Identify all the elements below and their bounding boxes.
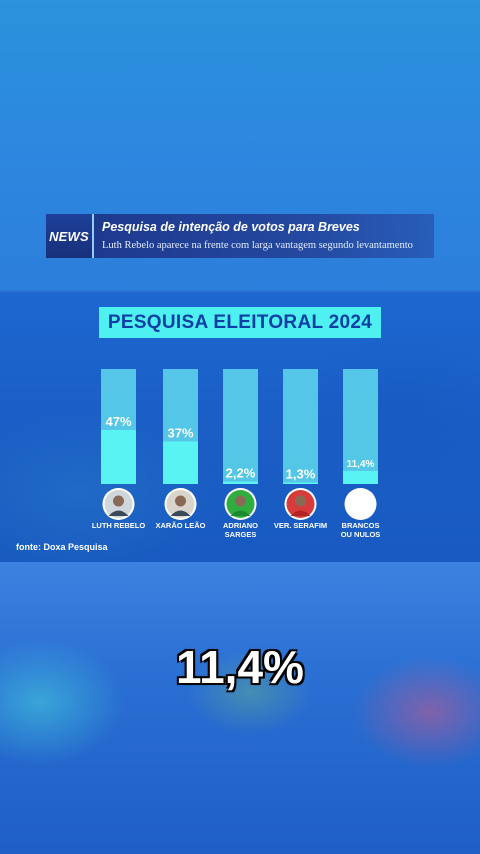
chart-title-box: PESQUISA ELEITORAL 2024 — [99, 307, 381, 338]
highlight-percentage: 11,4% — [176, 641, 304, 693]
category-label: ADRIANO — [223, 521, 258, 530]
news-banner: NEWS Pesquisa de intenção de votos para … — [46, 214, 434, 258]
bar — [163, 441, 198, 484]
chart-panel: PESQUISA ELEITORAL 2024 47% LUTH REBELO 37… — [0, 292, 480, 562]
chart-title: PESQUISA ELEITORAL 2024 — [107, 311, 373, 333]
category-label: OU NULOS — [341, 530, 381, 539]
data-label: 11,4% — [347, 459, 375, 470]
category-label: BRANCOS — [342, 521, 380, 530]
data-label: 1,3% — [286, 467, 316, 482]
avatar-body — [108, 510, 129, 516]
news-body: Pesquisa de intenção de votos para Breve… — [94, 214, 434, 258]
news-tag: NEWS — [46, 214, 94, 258]
category-label: XARÃO LEÃO — [155, 521, 205, 530]
news-tag-label: NEWS — [49, 228, 89, 244]
avatar-face — [235, 495, 246, 507]
bar-chart: 47% LUTH REBELO 37% XARÃO LEÃO 2,2% ADRIANOSA… — [92, 369, 381, 539]
bar — [343, 470, 378, 484]
avatar-body — [290, 510, 311, 516]
chart-source: fonte: Doxa Pesquisa — [16, 542, 108, 552]
avatar-face — [113, 495, 124, 507]
bar-track — [283, 369, 318, 484]
avatar-body — [230, 510, 251, 516]
bar-track — [343, 369, 378, 484]
data-label: 37% — [167, 425, 193, 440]
bar-track — [223, 369, 258, 484]
avatar-face — [295, 495, 306, 507]
bar — [283, 482, 318, 484]
background-bottom — [0, 562, 480, 854]
avatar-body — [170, 510, 191, 516]
avatar-face — [175, 495, 186, 507]
bar — [223, 481, 258, 484]
category-label: LUTH REBELO — [92, 521, 145, 530]
category-label: SARGES — [225, 530, 257, 539]
bar — [101, 429, 136, 484]
avatar — [346, 490, 375, 518]
data-label: 2,2% — [226, 465, 256, 480]
data-label: 47% — [105, 414, 131, 429]
news-title: Pesquisa de intenção de votos para Breve… — [102, 220, 360, 234]
category-label: VER. SERAFIM — [274, 521, 327, 530]
news-subtitle: Luth Rebelo aparece na frente com larga … — [102, 240, 413, 251]
